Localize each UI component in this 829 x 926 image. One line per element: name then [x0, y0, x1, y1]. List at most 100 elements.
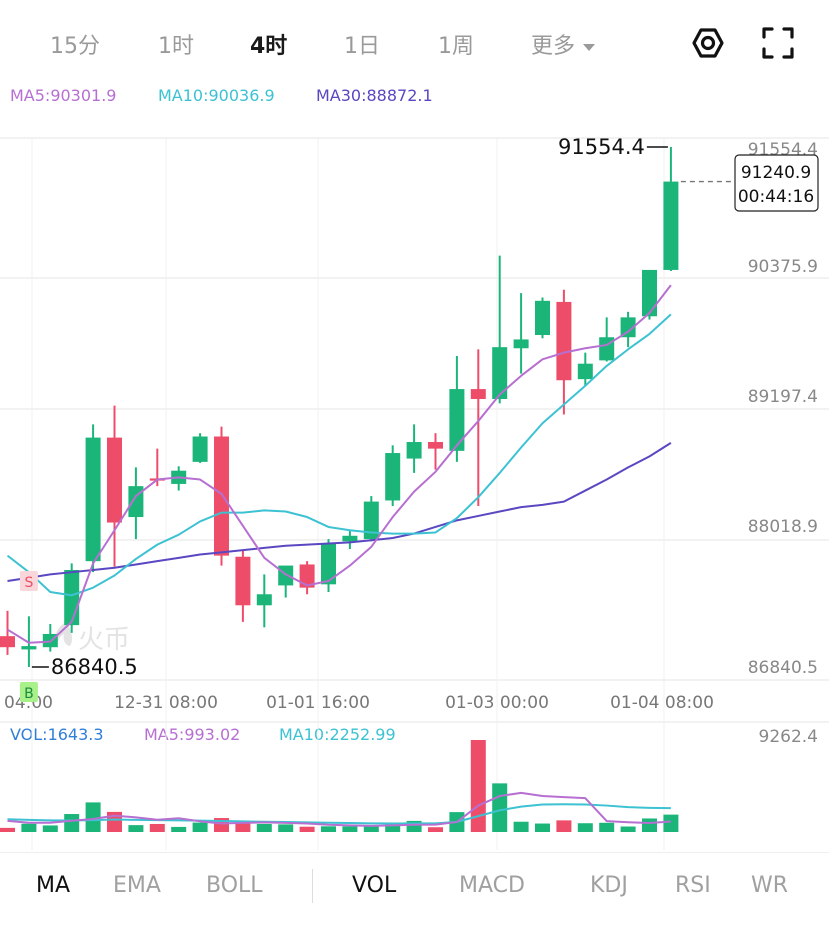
- volume-bar-up: [128, 825, 144, 832]
- volume-bar-down: [235, 821, 251, 832]
- tab-label: 15分: [50, 34, 100, 59]
- candle-up: [535, 297, 550, 339]
- candle-body: [513, 339, 529, 349]
- y-tick-label: 89197.4: [748, 387, 818, 407]
- settings-button[interactable]: [691, 26, 725, 60]
- volume-bar-up: [64, 814, 80, 832]
- candle-body: [492, 347, 508, 399]
- candle-body: [663, 181, 679, 270]
- watermark-logo: 火币: [55, 622, 130, 655]
- tab-label: 1时: [158, 34, 194, 59]
- volume-bar-up: [192, 822, 208, 832]
- volume-bar-up: [642, 818, 657, 832]
- indicator-bar: MA EMA BOLL VOL MACD KDJ RSI WR: [0, 852, 829, 926]
- indicator-boll[interactable]: BOLL: [206, 873, 263, 898]
- tab-1h[interactable]: 1时: [158, 28, 194, 60]
- candle-body: [385, 453, 401, 501]
- low-price-label: 86840.5: [51, 655, 138, 679]
- buy-marker-label: B: [24, 686, 34, 702]
- volume-bar-down: [556, 820, 572, 832]
- ma5-legend: MA5:90301.9: [10, 86, 117, 105]
- tab-label: 1周: [438, 34, 474, 59]
- x-tick-label: 12-31 08:00: [114, 693, 218, 713]
- candle-body: [470, 389, 486, 399]
- candle-down: [107, 405, 122, 567]
- vol-axis-label: 9262.4: [759, 727, 818, 747]
- volume-bar-up: [42, 825, 58, 832]
- tab-label: 4时: [250, 34, 288, 59]
- candle-body: [363, 501, 379, 540]
- candle-up: [321, 539, 336, 593]
- candle-up: [256, 574, 272, 628]
- candle-body: [449, 389, 465, 451]
- candle-body: [64, 569, 80, 626]
- volume-bar-up: [21, 823, 37, 832]
- vol-ma5-line: [7, 791, 671, 827]
- y-tick-label: 88018.9: [748, 517, 818, 537]
- ma10-legend: MA10:90036.9: [158, 86, 275, 105]
- ma10-line: [6, 313, 672, 597]
- indicator-macd[interactable]: MACD: [459, 873, 525, 898]
- x-tick-label: 01-04 08:00: [610, 693, 714, 713]
- candle-down: [0, 610, 15, 655]
- volume-bar-up: [171, 826, 187, 832]
- candle-body: [192, 436, 208, 462]
- tab-label: 1日: [344, 34, 380, 59]
- indicator-ema[interactable]: EMA: [113, 873, 161, 898]
- candle-up: [192, 433, 208, 463]
- candle-body: [620, 317, 636, 338]
- volume-bar-up: [492, 783, 508, 832]
- volume-bar-down: [299, 826, 315, 832]
- vol-legend: VOL:1643.3: [10, 725, 104, 744]
- sell-marker: [19, 571, 38, 591]
- candle-up: [620, 311, 636, 348]
- candle-down: [470, 349, 486, 506]
- vol-ma10-line: [7, 803, 671, 825]
- candle-body: [256, 594, 272, 606]
- tab-1d[interactable]: 1日: [344, 28, 380, 60]
- settings-hex-icon: [692, 28, 724, 58]
- tab-more-dropdown[interactable]: 更多: [531, 28, 596, 60]
- volume-bar-up: [385, 822, 401, 832]
- volume-bar-up: [363, 826, 379, 832]
- high-price-label: 91554.4: [558, 135, 645, 159]
- candle-body: [342, 535, 358, 542]
- candle-down: [428, 433, 443, 470]
- indicator-rsi[interactable]: RSI: [675, 873, 711, 898]
- candle-body: [85, 437, 101, 562]
- candle-up: [577, 352, 593, 386]
- candle-body: [235, 556, 251, 606]
- ma30-legend: MA30:88872.1: [316, 86, 433, 105]
- volume-bar-up: [663, 814, 679, 832]
- candle-body: [21, 646, 37, 650]
- candle-body: [107, 437, 122, 523]
- fullscreen-button[interactable]: [761, 26, 795, 60]
- candle-body: [642, 269, 657, 317]
- fullscreen-icon: [762, 27, 794, 59]
- candle-body: [556, 301, 572, 381]
- indicator-kdj[interactable]: KDJ: [590, 873, 628, 898]
- candle-up: [385, 445, 401, 506]
- volume-bar-up: [342, 826, 358, 832]
- indicator-wr[interactable]: WR: [751, 873, 789, 898]
- ma30-line: [7, 442, 672, 583]
- vol-ma10-legend: MA10:2252.99: [279, 725, 396, 744]
- indicator-divider: [312, 869, 313, 903]
- volume-bar-up: [256, 823, 272, 832]
- x-tick-label: 01-01 16:00: [266, 693, 370, 713]
- countdown-timer: 00:44:16: [738, 187, 814, 207]
- candle-up: [492, 255, 508, 404]
- tab-15min[interactable]: 15分: [50, 28, 100, 60]
- candle-body: [428, 442, 443, 449]
- indicator-vol[interactable]: VOL: [352, 873, 397, 898]
- candle-up: [85, 424, 101, 573]
- kline-chart[interactable]: 91554.4 90375.9 89197.4 88018.9 86840.5 04:00…: [0, 0, 829, 852]
- tab-1w[interactable]: 1周: [438, 28, 474, 60]
- x-tick-label: 01-03 00:00: [445, 693, 549, 713]
- current-price-box: [734, 154, 819, 212]
- candle-down: [235, 550, 251, 622]
- indicator-ma[interactable]: MA: [36, 873, 71, 898]
- buy-marker: [19, 682, 38, 702]
- tab-label: 更多: [531, 34, 576, 59]
- tab-4h[interactable]: 4时: [250, 28, 287, 60]
